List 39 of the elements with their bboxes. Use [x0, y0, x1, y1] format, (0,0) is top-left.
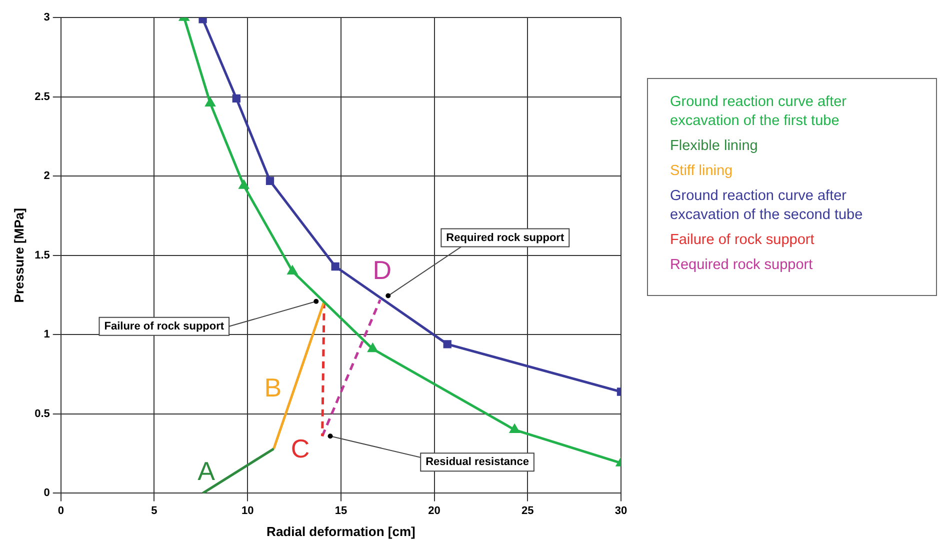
- text: Ground reaction curve after excavation of the second tube: [670, 187, 864, 225]
- annotation: Required rock support: [446, 232, 564, 244]
- point: [206, 98, 215, 106]
- point: [288, 266, 298, 275]
- annotation: D: [372, 254, 392, 285]
- x-tick-label: 25: [522, 504, 534, 517]
- annotation: C: [290, 433, 310, 464]
- x-tick-label: 30: [614, 504, 628, 517]
- y-tick-label: 0: [44, 487, 50, 500]
- text: Flexible lining: [670, 137, 759, 156]
- annotation: A: [198, 456, 216, 486]
- point: [443, 340, 452, 348]
- annotation: B: [264, 372, 282, 402]
- point: [239, 180, 249, 189]
- x-tick-label: 0: [58, 504, 64, 517]
- y-tick-label: 0.5: [34, 408, 50, 420]
- x-axis-title: Radial deformation [cm]: [266, 524, 416, 539]
- annotation: Failure of rock support: [104, 320, 224, 332]
- x-tick-label: 20: [428, 504, 440, 517]
- text: Stiff lining: [670, 162, 734, 181]
- point: [198, 18, 207, 24]
- text: Failure of rock support: [670, 231, 816, 250]
- point: [331, 262, 340, 271]
- y-axis-title: Pressure [MPa]: [11, 208, 26, 303]
- x-tick-label: 5: [151, 504, 158, 517]
- text: Ground reaction curve after excavation of the first tube: [670, 93, 848, 131]
- annotation: Residual resistance: [426, 456, 529, 468]
- y-tick-label: 1.5: [34, 249, 50, 262]
- text: Required rock support: [670, 256, 814, 275]
- point: [232, 94, 240, 103]
- y-tick-label: 2: [44, 170, 50, 182]
- point: [510, 424, 520, 434]
- y-tick-label: 3: [44, 12, 50, 24]
- y-tick-label: 2.5: [34, 90, 50, 103]
- x-tick-label: 10: [241, 504, 254, 517]
- point: [368, 344, 378, 352]
- x-tick-label: 15: [334, 504, 348, 517]
- point: [266, 176, 274, 185]
- y-tick-label: 1: [44, 328, 50, 341]
